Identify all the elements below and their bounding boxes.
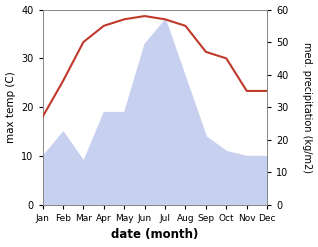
- Y-axis label: med. precipitation (kg/m2): med. precipitation (kg/m2): [302, 42, 313, 173]
- Y-axis label: max temp (C): max temp (C): [5, 71, 16, 143]
- X-axis label: date (month): date (month): [111, 228, 198, 242]
